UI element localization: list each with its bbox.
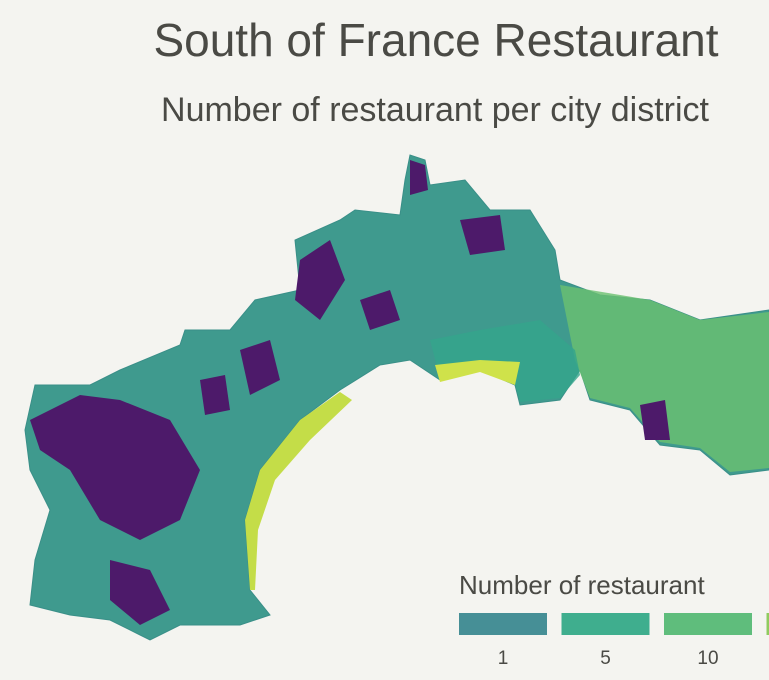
legend-title: Number of restaurant xyxy=(459,570,705,600)
patch xyxy=(410,160,428,195)
patch xyxy=(640,400,670,440)
legend-swatch xyxy=(766,613,769,635)
patch xyxy=(30,395,200,540)
lagoon-zone xyxy=(435,360,520,385)
coast-strip xyxy=(245,392,352,590)
patch xyxy=(240,340,280,395)
patch xyxy=(200,375,230,415)
dense-patches xyxy=(30,160,670,625)
patch xyxy=(295,240,345,320)
eastern-zone xyxy=(560,285,769,472)
legend-swatch xyxy=(664,613,752,635)
legend-swatch xyxy=(459,613,547,635)
title: South of France Restaurant xyxy=(153,14,718,66)
legend-label: 10 xyxy=(697,648,718,669)
patch xyxy=(360,290,400,330)
patch xyxy=(460,215,505,255)
subtitle: Number of restaurant per city district xyxy=(161,91,710,129)
legend-label: 1 xyxy=(498,648,509,669)
legend-label: 5 xyxy=(600,648,611,669)
legend: 1 5 10 xyxy=(459,613,769,669)
legend-swatch xyxy=(561,613,650,635)
region-map xyxy=(24,154,769,641)
central-zone xyxy=(430,320,580,402)
patch xyxy=(110,560,170,625)
region-shape xyxy=(24,154,769,641)
